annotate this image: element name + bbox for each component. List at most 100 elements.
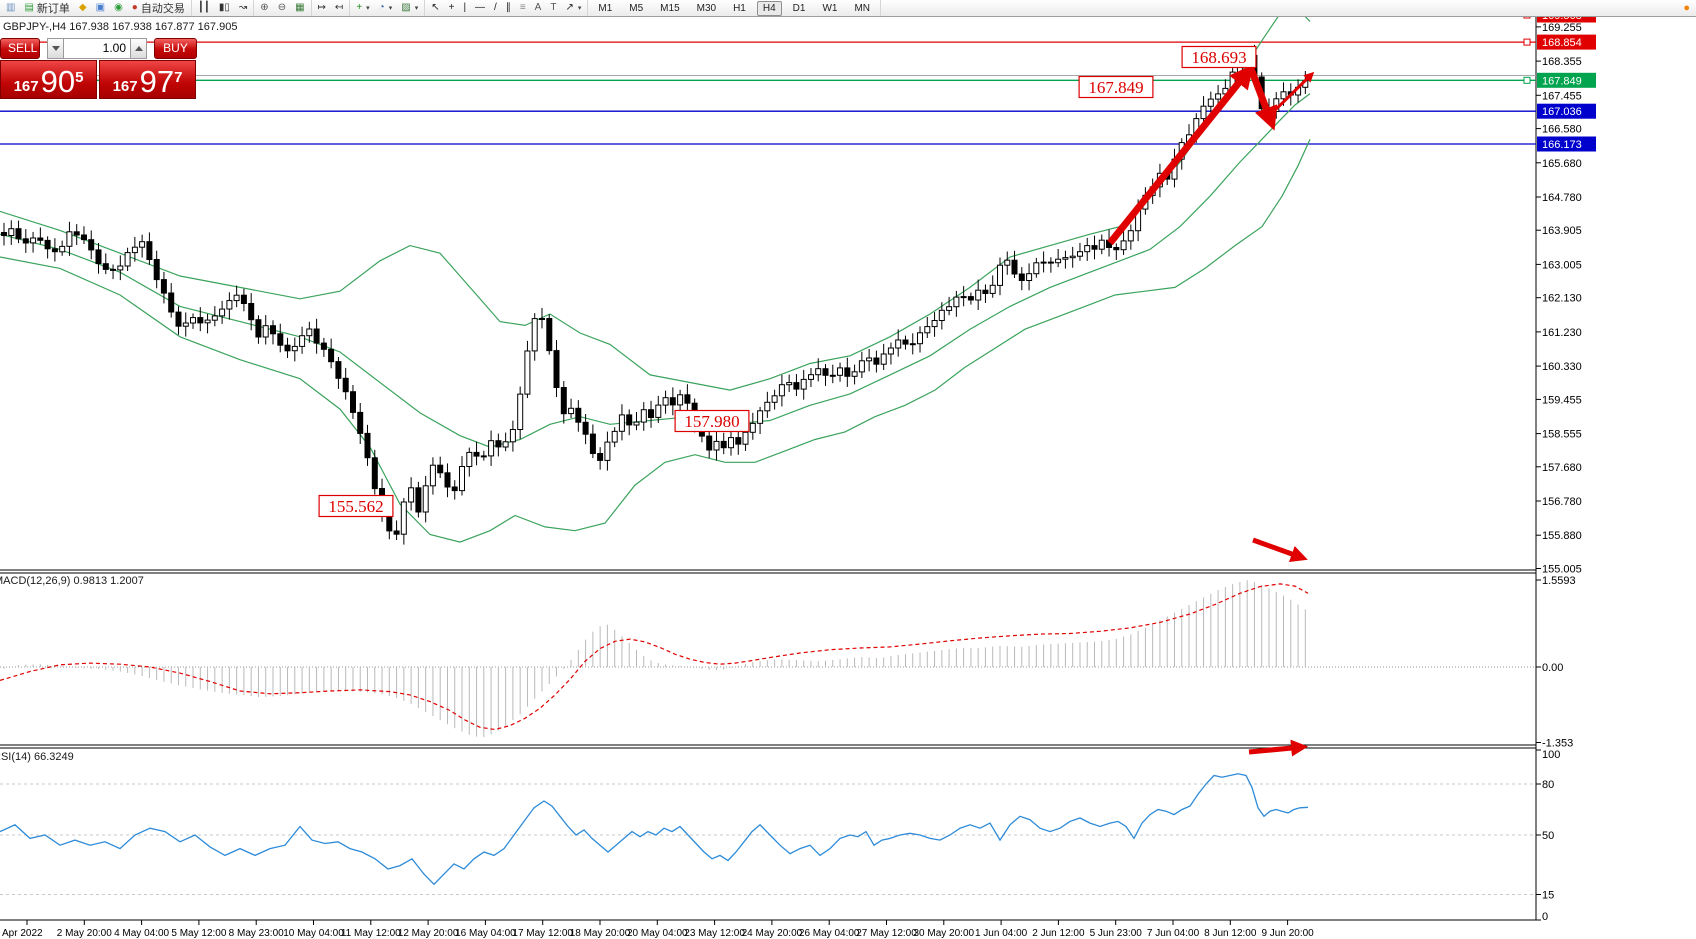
volume-decrease-button[interactable] xyxy=(47,37,64,59)
svg-text:167.849: 167.849 xyxy=(1542,75,1582,87)
rsi-line xyxy=(0,773,1309,886)
one-click-trading-panel: SELL BUY 167 90 5 167 97 7 xyxy=(0,37,197,99)
bollinger-lower-band xyxy=(0,138,1311,543)
arrows-button[interactable]: ↗ ▾ xyxy=(563,1,583,15)
time-axis-label: 5 May 12:00 xyxy=(171,928,226,939)
tile-windows-button[interactable]: ▦ xyxy=(293,1,306,15)
svg-text:166.173: 166.173 xyxy=(1542,139,1582,151)
toolbar-group: ↦ ↤ xyxy=(312,0,351,16)
trend-arrow[interactable] xyxy=(1265,71,1315,120)
axis-tick-label: 80 xyxy=(1542,779,1554,791)
timeframe-button-h4[interactable]: H4 xyxy=(756,0,782,16)
auto-scroll-button[interactable]: ↦ xyxy=(316,1,328,15)
trend-arrow[interactable] xyxy=(1248,739,1309,757)
sell-price-display[interactable]: 167 90 5 xyxy=(0,60,97,99)
auto-trading-icon: ● xyxy=(131,2,138,13)
text-icon: A xyxy=(534,2,542,13)
sell-price-big: 90 xyxy=(40,64,76,99)
period-button[interactable]: ◔ ▾ xyxy=(377,1,395,15)
signals-button[interactable]: ◉ xyxy=(112,1,125,15)
timeframe-button-mn[interactable]: MN xyxy=(854,2,871,14)
text-label-icon: T xyxy=(550,2,557,13)
macd-pane xyxy=(0,580,1309,738)
trendline-icon: / xyxy=(494,2,497,13)
svg-text:157.980: 157.980 xyxy=(684,412,739,431)
axis-tick-label: 165.680 xyxy=(1542,158,1582,170)
chart-window-icon[interactable]: ▥ xyxy=(4,1,17,15)
time-axis-label: 18 May 20:00 xyxy=(570,928,631,939)
toolbar-button-label: 新订单 xyxy=(36,3,70,15)
buy-price-display[interactable]: 167 97 7 xyxy=(99,60,196,99)
time-axis-label: 17 May 12:00 xyxy=(512,928,573,939)
axis-tick-label: 159.455 xyxy=(1542,394,1582,406)
timeframe-button-m15[interactable]: M15 xyxy=(660,2,680,14)
new-order-button[interactable]: ▤ 新订单 xyxy=(22,1,71,15)
chart-shift-button[interactable]: ↤ xyxy=(333,1,345,15)
trend-arrow[interactable] xyxy=(1246,64,1278,131)
line-chart-button[interactable]: ↝ xyxy=(237,1,249,15)
timeframe-button-m30[interactable]: M30 xyxy=(696,2,717,14)
axis-tick-label: 100 xyxy=(1542,749,1560,761)
timeframe-toolbar: M1 M5 M15 M30 H1 H4 D1 W1 MN xyxy=(588,0,882,16)
add-indicator-button[interactable]: + ▾ xyxy=(354,1,371,15)
volume-stepper xyxy=(47,37,147,59)
tile-windows-icon: ▦ xyxy=(295,2,305,13)
fibonacci-icon: ≡ xyxy=(519,2,526,13)
axis-tick-label: 155.880 xyxy=(1542,530,1582,542)
price-annotation[interactable]: 157.980 xyxy=(674,409,750,433)
time-axis-label: 9 Jun 20:00 xyxy=(1261,928,1314,939)
price-annotation[interactable]: 168.693 xyxy=(1181,45,1257,69)
time-axis-label: 11 May 12:00 xyxy=(341,928,401,939)
channel-button[interactable]: ∥ xyxy=(504,1,513,15)
buy-button[interactable]: BUY xyxy=(154,37,197,59)
text-label-button[interactable]: T xyxy=(548,1,558,15)
crosshair-button[interactable]: + xyxy=(447,1,457,15)
chevron-down-icon: ▾ xyxy=(414,5,419,12)
auto-trading-button[interactable]: ● 自动交易 xyxy=(130,1,187,15)
bar-chart-button[interactable]: ┃┃ xyxy=(196,1,212,15)
sell-button[interactable]: SELL xyxy=(0,37,40,59)
price-annotation[interactable]: 155.562 xyxy=(318,494,394,518)
timeframe-button-d1[interactable]: D1 xyxy=(792,2,806,14)
timeframe-button-m5[interactable]: M5 xyxy=(629,2,644,14)
horizontal-line-icon: — xyxy=(475,2,486,13)
macd-indicator-label: MACD(12,26,9) 0.9813 1.2007 xyxy=(0,575,144,587)
line-handle-marker[interactable] xyxy=(1523,38,1531,46)
trendline-button[interactable]: / xyxy=(492,1,499,15)
timeframe-button-w1[interactable]: W1 xyxy=(822,2,838,14)
crosshair-icon: + xyxy=(448,2,455,13)
period-icon: ◔ xyxy=(378,2,385,13)
cursor-button[interactable]: ↖ xyxy=(429,1,441,15)
sell-price-sup: 5 xyxy=(75,69,84,86)
candlestick-chart-button[interactable]: ▮▯ xyxy=(217,1,232,15)
volume-input[interactable] xyxy=(64,37,130,59)
fibonacci-button[interactable]: ≡ xyxy=(518,1,528,15)
zoom-out-button[interactable]: ⊖ xyxy=(276,1,288,15)
trend-arrow[interactable] xyxy=(1107,64,1254,246)
chart-profile-button[interactable]: ▣ xyxy=(94,1,107,15)
text-button[interactable]: A xyxy=(533,1,544,15)
buy-price-sup: 7 xyxy=(174,69,183,86)
indicator-list-button[interactable]: ◆ xyxy=(77,1,89,15)
vertical-line-button[interactable]: | xyxy=(461,1,468,15)
toolbar: ▥ ▤ 新订单 ◆ ▣ ◉ ● 自动交易 ┃┃ ▮▯ ↝ ⊕ ⊖ ▦ ↦ ↤ + ▾ ◔ ▾ ▨ ▾ ↖ + | — / ∥ ≡ A T ↗ ▾… xyxy=(0,0,1696,17)
template-button[interactable]: ▨ ▾ xyxy=(399,1,420,15)
bollinger-upper-band xyxy=(0,15,1311,391)
axis-tick-label: 50 xyxy=(1542,830,1554,842)
horizontal-line-button[interactable]: — xyxy=(473,1,487,15)
zoom-in-button[interactable]: ⊕ xyxy=(258,1,270,15)
time-axis-label: 10 May 04:00 xyxy=(283,928,344,939)
timeframe-button-m1[interactable]: M1 xyxy=(598,2,613,14)
trend-arrow[interactable] xyxy=(1252,537,1308,562)
volume-increase-button[interactable] xyxy=(130,37,147,59)
svg-text:167.849: 167.849 xyxy=(1088,78,1143,97)
time-axis-label: Apr 2022 xyxy=(2,928,43,939)
line-handle-marker[interactable] xyxy=(1523,76,1531,84)
svg-text:168.854: 168.854 xyxy=(1542,37,1582,49)
price-annotation[interactable]: 167.849 xyxy=(1078,75,1154,99)
timeframe-button-h1[interactable]: H1 xyxy=(733,2,746,14)
axis-tick-label: 168.355 xyxy=(1542,56,1582,68)
axis-tick-label: 15 xyxy=(1542,890,1554,902)
